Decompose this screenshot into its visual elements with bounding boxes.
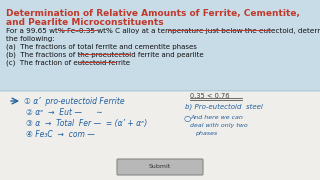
Text: ③ α  →  Total  Fer —  = (α’ + αᵉ): ③ α → Total Fer — = (α’ + αᵉ) bbox=[26, 119, 147, 128]
Text: ② αᵉ  →  Eut —      ∼: ② αᵉ → Eut — ∼ bbox=[26, 108, 103, 117]
Bar bbox=[0, 92, 320, 180]
Text: b) Pro-eutectoid  steel: b) Pro-eutectoid steel bbox=[185, 103, 263, 110]
FancyBboxPatch shape bbox=[117, 159, 203, 175]
Text: (c)  The fraction of eutectoid ferrite: (c) The fraction of eutectoid ferrite bbox=[6, 60, 130, 66]
Text: the following:: the following: bbox=[6, 36, 55, 42]
Text: (a)  The fractions of total ferrite and cementite phases: (a) The fractions of total ferrite and c… bbox=[6, 44, 197, 51]
Text: 0.35 < 0.76: 0.35 < 0.76 bbox=[190, 93, 229, 99]
Text: And here we can: And here we can bbox=[190, 115, 243, 120]
Text: phases: phases bbox=[195, 131, 217, 136]
Text: (b)  The fractions of the proeutectoid ferrite and pearlite: (b) The fractions of the proeutectoid fe… bbox=[6, 52, 204, 58]
Text: ④ Fe₃C  →  com —: ④ Fe₃C → com — bbox=[26, 130, 95, 139]
Text: ① α’  pro-eutectoid Ferrite: ① α’ pro-eutectoid Ferrite bbox=[24, 97, 124, 106]
Text: deal with only two: deal with only two bbox=[190, 123, 248, 128]
Text: Submit: Submit bbox=[149, 165, 171, 170]
Text: For a 99.65 wt% Fe–0.35 wt% C alloy at a temperature just below the eutectoid, d: For a 99.65 wt% Fe–0.35 wt% C alloy at a… bbox=[6, 28, 320, 34]
Text: Determination of Relative Amounts of Ferrite, Cementite,: Determination of Relative Amounts of Fer… bbox=[6, 9, 300, 18]
Text: ○: ○ bbox=[183, 114, 190, 123]
Text: and Pearlite Microconstituents: and Pearlite Microconstituents bbox=[6, 18, 164, 27]
